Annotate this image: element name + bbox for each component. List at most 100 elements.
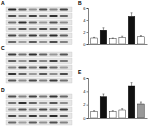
blot-band [60,15,68,17]
tick-mark [87,8,89,9]
error-cap [121,36,123,37]
blot-band [8,109,16,111]
error-bar [103,94,104,97]
bar [100,97,107,118]
axis-line [87,79,89,119]
blot-band [8,28,16,30]
blot-band [18,22,26,24]
error-bar [131,13,132,17]
blot-band [39,41,47,43]
tick-label: 4 [83,18,86,23]
error-cap [102,94,104,95]
blot-band [29,15,37,17]
figure: ABCDE02460246 [0,0,150,130]
blot-band [18,80,26,82]
tick-label: 0 [83,116,86,121]
blot-strip [6,14,72,19]
blot-band [39,15,47,17]
blot-band [8,122,16,124]
blot-band [8,73,16,75]
blot-band [39,96,47,98]
tick-mark [87,91,89,92]
blot-band [8,80,16,82]
blot-strip [6,40,72,45]
blot-band [8,41,16,43]
error-bar [112,38,113,40]
blot-strip [6,120,72,125]
tick-mark [87,20,89,21]
blot-band [39,28,47,30]
blot-band [49,54,57,56]
blot-band [18,109,26,111]
blot-band [8,102,16,104]
blot-band [60,67,68,69]
bars [91,83,144,118]
error-cap [93,110,95,111]
blot-band [29,115,37,117]
blot-band [29,41,37,43]
bar [138,37,145,44]
panel-label: D [1,87,5,93]
blot-band [49,115,57,117]
blot-band [18,35,26,37]
blot-band [18,67,26,69]
blot-band [49,22,57,24]
error-bar [140,102,141,104]
y-axis: 0246 [83,76,88,121]
blot-band [29,54,37,56]
blot-band [29,80,37,82]
blot-band [49,80,57,82]
tick: 2 [83,30,88,35]
blot-band [18,73,26,75]
tick-mark [87,118,89,119]
blot-band [49,9,57,11]
blot-band [29,67,37,69]
blot-band [60,122,68,124]
blot-strip [6,33,72,38]
tick: 0 [83,42,88,47]
error-bar [112,110,113,112]
error-cap [140,102,142,103]
blot-strip [6,114,72,119]
blot-band [49,67,57,69]
blot-band [29,73,37,75]
blot-band [49,96,57,98]
blot-band [8,54,16,56]
bar [119,110,126,118]
blot-strip [6,20,72,25]
blot-band [18,122,26,124]
panel-label: C [1,45,5,51]
tick-mark [87,44,89,45]
tick: 4 [83,18,88,23]
error-bar [103,28,104,30]
bar [91,111,98,118]
error-bar [122,109,123,110]
blot-band [39,115,47,117]
blot-band [8,15,16,17]
blot-strip [6,94,72,99]
blot-band [60,28,68,30]
blot-band [39,122,47,124]
y-axis: 0246 [83,6,88,47]
blot-band [29,102,37,104]
blot-band [8,115,16,117]
bar [128,86,135,118]
blot-band [8,60,16,62]
blot-band [29,28,37,30]
panel-label: A [1,0,5,6]
bars [91,13,144,44]
error-bar [122,36,123,37]
tick: 0 [83,116,88,121]
blot-band [39,67,47,69]
blot-band [60,54,68,56]
tick-mark [87,32,89,33]
tick-label: 2 [83,102,86,107]
error-bar [131,83,132,86]
blot-band [39,102,47,104]
blot-band [8,22,16,24]
blot-band [18,54,26,56]
blot-band [29,22,37,24]
blot-panel [6,94,72,125]
blot-band [39,73,47,75]
blot-strip [6,65,72,70]
